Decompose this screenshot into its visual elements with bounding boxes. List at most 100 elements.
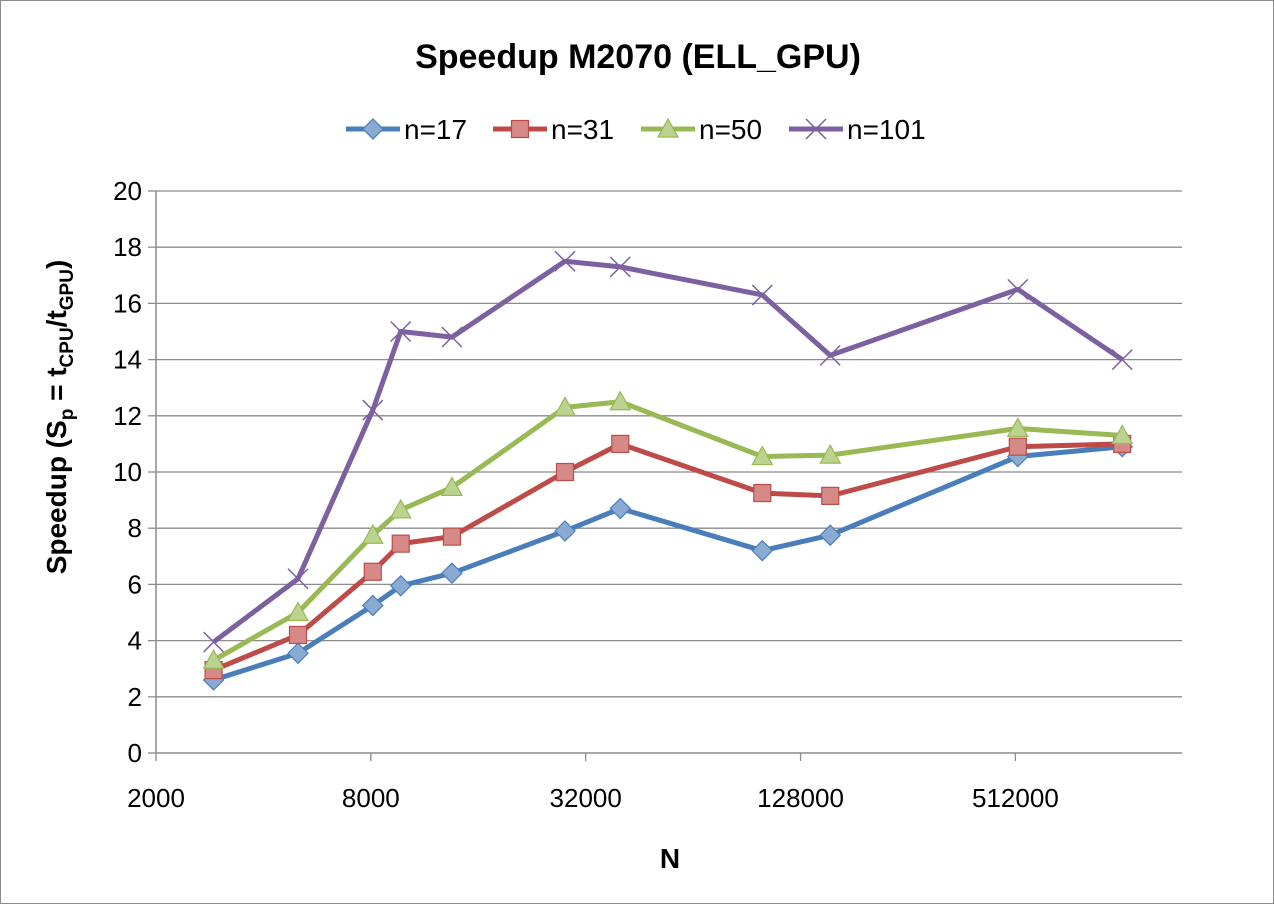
marker-cross-stroke: [287, 568, 309, 590]
y-axis-title-subscript: CPU: [57, 327, 78, 367]
gridlines: [148, 190, 1182, 754]
marker-triangle: [202, 649, 225, 669]
legend-label: n=50: [699, 114, 762, 145]
legend-label: n=101: [847, 114, 926, 145]
marker-cross-stroke: [819, 344, 841, 366]
y-axis-title-part: /t: [41, 310, 72, 327]
marker-diamond: [362, 118, 384, 140]
marker-triangle: [553, 396, 577, 416]
marker-cross: [1111, 349, 1133, 371]
y-axis-title-part: Speedup (S: [41, 420, 72, 574]
marker-cross-stroke: [390, 320, 412, 343]
marker-square: [442, 527, 462, 546]
marker-square: [288, 625, 308, 645]
y-tick-label: 10: [113, 457, 142, 487]
marker-cross-stroke: [1111, 349, 1133, 371]
marker-diamond: [361, 594, 384, 617]
marker-triangle: [1111, 424, 1134, 445]
marker-cross: [441, 326, 463, 348]
y-axis-title-subscript: p: [57, 409, 78, 421]
y-tick-label: 20: [113, 176, 142, 206]
marker-diamond: [751, 539, 774, 562]
x-tick-label: 8000: [342, 783, 400, 813]
x-tick-label: 128000: [757, 783, 844, 813]
marker-cross: [554, 250, 576, 272]
marker-square: [611, 434, 630, 453]
marker-diamond: [609, 497, 632, 520]
y-tick-label: 0: [128, 738, 142, 768]
y-tick-label: 2: [128, 682, 142, 712]
marker-triangle: [361, 523, 384, 544]
y-tick-label: 12: [113, 401, 142, 431]
legend-item: n=17: [346, 114, 467, 145]
series-group: [202, 250, 1134, 691]
marker-cross: [203, 631, 225, 653]
y-tick-label: 4: [128, 626, 142, 656]
marker-diamond: [287, 642, 309, 665]
marker-cross: [819, 344, 841, 366]
marker-cross: [751, 284, 773, 306]
y-tick-label: 14: [113, 345, 142, 375]
x-tick-label: 32000: [550, 783, 622, 813]
y-tick-label: 18: [113, 232, 142, 262]
marker-diamond: [389, 574, 412, 597]
axes: [155, 191, 1182, 761]
x-tick-label: 2000: [127, 783, 185, 813]
marker-triangle: [440, 476, 463, 497]
marker-triangle: [751, 445, 774, 466]
marker-square: [753, 483, 772, 503]
marker-cross-stroke: [609, 256, 631, 278]
marker-triangle: [609, 390, 632, 411]
series-n-31: [204, 434, 1132, 680]
marker-cross: [390, 320, 412, 343]
marker-diamond: [554, 520, 576, 542]
marker-triangle: [286, 601, 310, 622]
marker-triangle: [389, 498, 412, 519]
chart-title: Speedup M2070 (ELL_GPU): [415, 38, 861, 76]
marker-square: [1008, 437, 1027, 456]
series-n-101: [203, 250, 1133, 653]
y-tick-label: 8: [128, 513, 142, 543]
legend-label: n=31: [551, 114, 614, 145]
y-tick-label: 16: [113, 288, 142, 318]
marker-cross: [362, 399, 384, 421]
marker-cross-stroke: [362, 399, 384, 421]
x-tick-label: 512000: [972, 783, 1059, 813]
marker-diamond: [441, 562, 463, 585]
marker-square: [363, 562, 382, 581]
y-tick-labels: 0 2 4 6 8 10 12 14 16 18 20: [113, 176, 142, 768]
y-axis-title-subscript: GPU: [57, 269, 78, 310]
legend: n=17 n=31 n=50 n=101: [346, 114, 926, 145]
y-tick-label: 6: [128, 569, 142, 599]
marker-cross: [287, 568, 309, 590]
marker-diamond: [819, 524, 842, 547]
legend-item: n=31: [493, 114, 614, 145]
marker-triangle: [656, 117, 680, 138]
y-axis-title-part: ): [41, 260, 72, 269]
marker-square: [821, 486, 840, 505]
legend-label: n=17: [404, 114, 467, 145]
marker-cross: [805, 118, 827, 140]
series-n-50: [202, 390, 1134, 669]
marker-square: [391, 534, 410, 553]
series-line: [212, 444, 1123, 683]
marker-triangle: [1006, 417, 1029, 438]
marker-cross-stroke: [805, 118, 827, 140]
x-axis-title: N: [660, 843, 680, 874]
marker-cross-stroke: [441, 326, 463, 348]
legend-item: n=50: [641, 114, 762, 145]
marker-cross-stroke: [554, 250, 576, 272]
marker-triangle: [819, 443, 842, 464]
legend-item: n=101: [789, 114, 926, 145]
marker-square: [510, 119, 530, 139]
marker-cross-stroke: [203, 631, 225, 653]
y-axis-title: Speedup (Sp​ = tCPU​/tGPU​): [41, 260, 78, 575]
marker-cross-stroke: [751, 284, 773, 306]
marker-cross: [1007, 278, 1029, 300]
marker-square: [555, 462, 575, 482]
y-axis-title-part: = t: [41, 367, 72, 408]
x-tick-labels: 2000 8000 32000 128000 512000: [127, 783, 1059, 813]
marker-cross: [609, 256, 631, 278]
